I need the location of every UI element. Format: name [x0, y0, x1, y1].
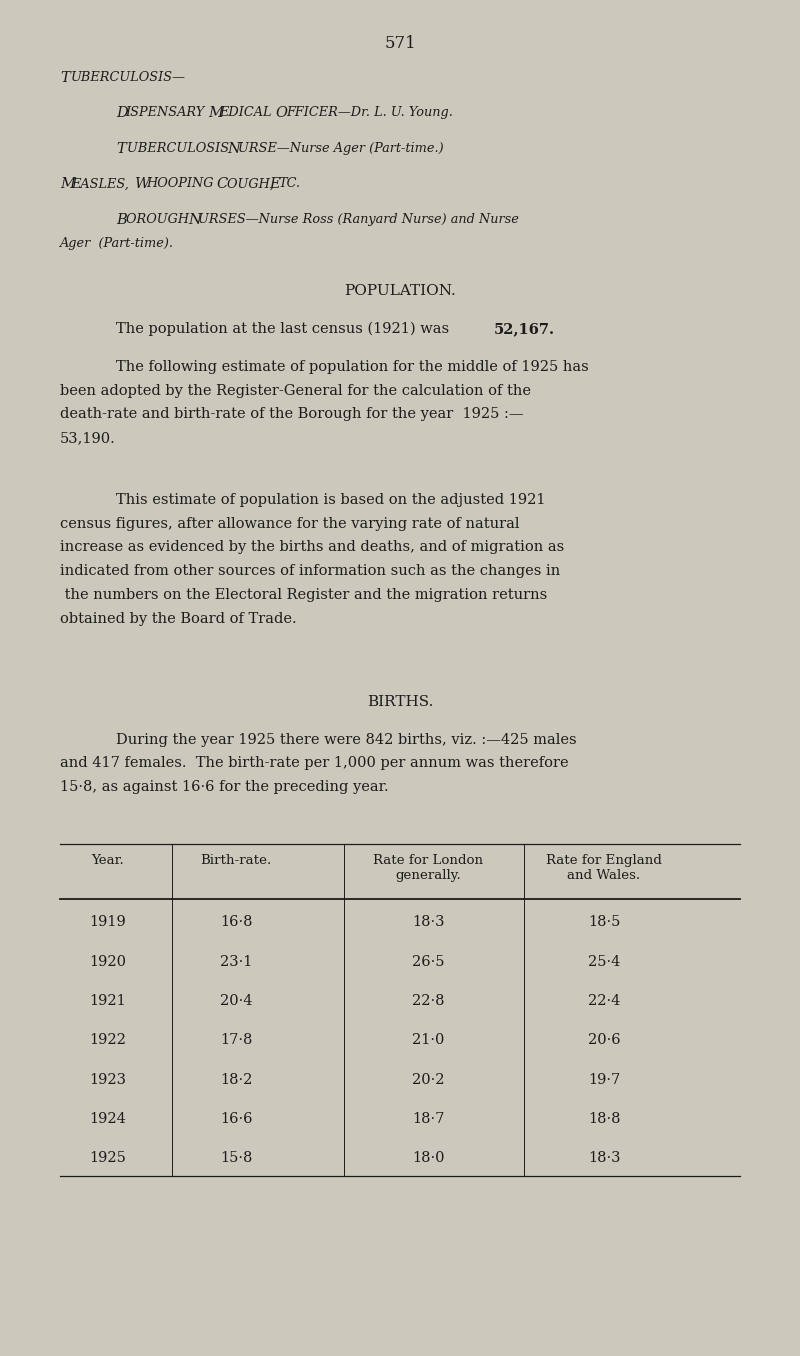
- Text: The following estimate of population for the middle of 1925 has: The following estimate of population for…: [116, 361, 589, 374]
- Text: T: T: [116, 142, 126, 156]
- Text: B: B: [116, 213, 126, 226]
- Text: UBERCULOSIS: UBERCULOSIS: [127, 142, 234, 155]
- Text: N: N: [188, 213, 201, 226]
- Text: FFICER—Dr. L. U. Young.: FFICER—Dr. L. U. Young.: [286, 106, 454, 119]
- Text: 1925: 1925: [90, 1151, 126, 1165]
- Text: O: O: [275, 106, 287, 121]
- Text: 16·6: 16·6: [220, 1112, 252, 1125]
- Text: 20·6: 20·6: [588, 1033, 620, 1047]
- Text: 571: 571: [384, 35, 416, 53]
- Text: 26·5: 26·5: [412, 955, 444, 968]
- Text: Ager  (Part-time).: Ager (Part-time).: [60, 237, 174, 250]
- Text: UBERCULOSIS—: UBERCULOSIS—: [71, 71, 186, 84]
- Text: 18·8: 18·8: [588, 1112, 620, 1125]
- Text: increase as evidenced by the births and deaths, and of migration as: increase as evidenced by the births and …: [60, 541, 564, 555]
- Text: 1923: 1923: [90, 1073, 126, 1086]
- Text: census figures, after allowance for the varying rate of natural: census figures, after allowance for the …: [60, 517, 519, 530]
- Text: 18·3: 18·3: [588, 1151, 620, 1165]
- Text: 18·0: 18·0: [412, 1151, 444, 1165]
- Text: 18·5: 18·5: [588, 915, 620, 929]
- Text: POPULATION.: POPULATION.: [344, 285, 456, 298]
- Text: URSE—Nurse Ager (Part-time.): URSE—Nurse Ager (Part-time.): [238, 142, 444, 155]
- Text: 15·8, as against 16·6 for the preceding year.: 15·8, as against 16·6 for the preceding …: [60, 780, 389, 795]
- Text: the numbers on the Electoral Register and the migration returns: the numbers on the Electoral Register an…: [60, 589, 547, 602]
- Text: death-rate and birth-rate of the Borough for the year  1925 :—: death-rate and birth-rate of the Borough…: [60, 408, 523, 422]
- Text: M: M: [208, 106, 223, 121]
- Text: 22·8: 22·8: [412, 994, 444, 1008]
- Text: N: N: [227, 142, 240, 156]
- Text: 1924: 1924: [90, 1112, 126, 1125]
- Text: Rate for London
generally.: Rate for London generally.: [373, 854, 483, 883]
- Text: 23·1: 23·1: [220, 955, 252, 968]
- Text: C: C: [217, 178, 228, 191]
- Text: indicated from other sources of information such as the changes in: indicated from other sources of informat…: [60, 564, 560, 578]
- Text: 18·2: 18·2: [220, 1073, 252, 1086]
- Text: 19·7: 19·7: [588, 1073, 620, 1086]
- Text: EDICAL: EDICAL: [219, 106, 276, 119]
- Text: 17·8: 17·8: [220, 1033, 252, 1047]
- Text: OUGH,: OUGH,: [227, 178, 278, 190]
- Text: 1919: 1919: [90, 915, 126, 929]
- Text: D: D: [116, 106, 128, 121]
- Text: 15·8: 15·8: [220, 1151, 252, 1165]
- Text: 18·3: 18·3: [412, 915, 444, 929]
- Text: 21·0: 21·0: [412, 1033, 444, 1047]
- Text: 1921: 1921: [90, 994, 126, 1008]
- Text: 53,190.: 53,190.: [60, 431, 116, 445]
- Text: HOOPING: HOOPING: [146, 178, 218, 190]
- Text: Year.: Year.: [92, 854, 124, 868]
- Text: 1920: 1920: [90, 955, 126, 968]
- Text: been adopted by the Register-General for the calculation of the: been adopted by the Register-General for…: [60, 384, 531, 397]
- Text: TC.: TC.: [278, 178, 301, 190]
- Text: OROUGH: OROUGH: [126, 213, 193, 226]
- Text: and 417 females.  The birth-rate per 1,000 per annum was therefore: and 417 females. The birth-rate per 1,00…: [60, 757, 569, 770]
- Text: Birth-rate.: Birth-rate.: [200, 854, 272, 868]
- Text: 1922: 1922: [90, 1033, 126, 1047]
- Text: 25·4: 25·4: [588, 955, 620, 968]
- Text: E: E: [269, 178, 279, 191]
- Text: M: M: [60, 178, 75, 191]
- Text: ISPENSARY: ISPENSARY: [126, 106, 209, 119]
- Text: 20·4: 20·4: [220, 994, 252, 1008]
- Text: 18·7: 18·7: [412, 1112, 444, 1125]
- Text: W: W: [134, 178, 150, 191]
- Text: EASLES,: EASLES,: [71, 178, 133, 190]
- Text: 20·2: 20·2: [412, 1073, 444, 1086]
- Text: obtained by the Board of Trade.: obtained by the Board of Trade.: [60, 612, 297, 625]
- Text: 52,167.: 52,167.: [494, 321, 554, 336]
- Text: Rate for England
and Wales.: Rate for England and Wales.: [546, 854, 662, 883]
- Text: URSES—Nurse Ross (Ranyard Nurse) and Nurse: URSES—Nurse Ross (Ranyard Nurse) and Nur…: [198, 213, 519, 226]
- Text: T: T: [60, 71, 70, 84]
- Text: 22·4: 22·4: [588, 994, 620, 1008]
- Text: This estimate of population is based on the adjusted 1921: This estimate of population is based on …: [116, 494, 546, 507]
- Text: The population at the last census (1921) was: The population at the last census (1921)…: [116, 321, 454, 336]
- Text: During the year 1925 there were 842 births, viz. :—425 males: During the year 1925 there were 842 birt…: [116, 732, 577, 747]
- Text: 16·8: 16·8: [220, 915, 252, 929]
- Text: BIRTHS.: BIRTHS.: [367, 694, 433, 709]
